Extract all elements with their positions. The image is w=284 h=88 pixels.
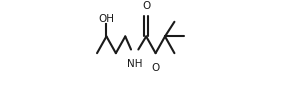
Text: OH: OH — [99, 14, 114, 24]
Text: O: O — [151, 63, 160, 73]
Text: O: O — [142, 1, 150, 11]
Text: NH: NH — [127, 59, 143, 69]
